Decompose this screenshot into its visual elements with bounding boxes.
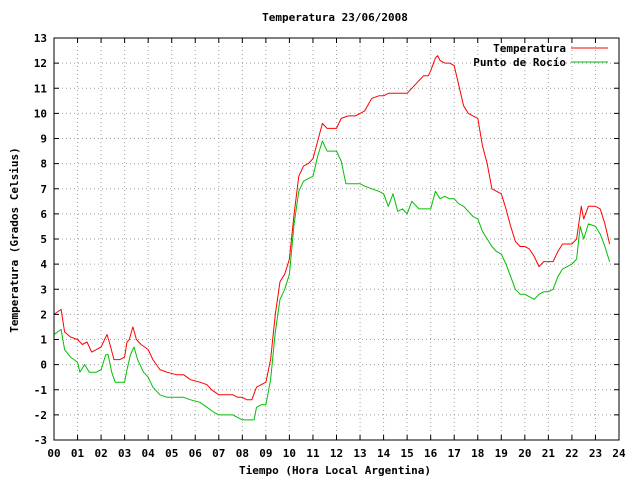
x-tick-label: 04 bbox=[142, 447, 156, 460]
series-line-temperatura bbox=[53, 55, 611, 401]
y-tick-label: 8 bbox=[40, 158, 47, 171]
x-tick-label: 12 bbox=[330, 447, 343, 460]
x-tick-label: 00 bbox=[47, 447, 60, 460]
series-lines bbox=[53, 55, 611, 421]
y-tick-label: 10 bbox=[34, 107, 47, 120]
y-tick-label: -3 bbox=[34, 434, 47, 447]
x-tick-label: 14 bbox=[377, 447, 391, 460]
chart-title: Temperatura 23/06/2008 bbox=[262, 11, 408, 24]
legend-label: Temperatura bbox=[493, 42, 566, 55]
x-tick-label: 15 bbox=[401, 447, 414, 460]
x-tick-label: 24 bbox=[612, 447, 626, 460]
x-tick-label: 08 bbox=[236, 447, 249, 460]
x-tick-label: 20 bbox=[518, 447, 531, 460]
y-tick-label: 1 bbox=[40, 334, 47, 347]
series-line-punto-de-rocio bbox=[53, 140, 611, 421]
y-tick-label: -1 bbox=[34, 384, 48, 397]
x-tick-label: 21 bbox=[542, 447, 556, 460]
x-tick-label: 07 bbox=[212, 447, 225, 460]
y-tick-label: -2 bbox=[34, 409, 47, 422]
x-tick-label: 10 bbox=[283, 447, 296, 460]
y-tick-label: 0 bbox=[40, 359, 47, 372]
x-tick-label: 18 bbox=[471, 447, 484, 460]
x-tick-label: 17 bbox=[448, 447, 461, 460]
x-tick-label: 09 bbox=[259, 447, 272, 460]
y-axis-label: Temperatura (Grados Celsius) bbox=[8, 147, 21, 332]
x-tick-label: 05 bbox=[165, 447, 178, 460]
x-tick-label: 16 bbox=[424, 447, 438, 460]
y-tick-label: 6 bbox=[40, 208, 47, 221]
y-tick-label: 11 bbox=[34, 82, 48, 95]
y-tick-label: 2 bbox=[40, 308, 47, 321]
y-tick-label: 3 bbox=[40, 283, 47, 296]
x-tick-label: 03 bbox=[118, 447, 131, 460]
x-tick-label: 13 bbox=[353, 447, 366, 460]
y-tick-label: 13 bbox=[34, 32, 47, 45]
legend-label: Punto de Rocío bbox=[473, 56, 566, 69]
x-tick-label: 01 bbox=[71, 447, 85, 460]
y-tick-label: 7 bbox=[40, 183, 47, 196]
y-tick-label: 9 bbox=[40, 133, 47, 146]
y-tick-label: 5 bbox=[40, 233, 47, 246]
x-tick-label: 23 bbox=[589, 447, 602, 460]
x-tick-label: 19 bbox=[495, 447, 508, 460]
y-tick-label: 12 bbox=[34, 57, 47, 70]
x-axis-label: Tiempo (Hora Local Argentina) bbox=[239, 464, 431, 477]
y-tick-label: 4 bbox=[40, 258, 47, 271]
x-tick-label: 22 bbox=[565, 447, 578, 460]
x-tick-label: 06 bbox=[189, 447, 203, 460]
x-tick-label: 11 bbox=[306, 447, 320, 460]
x-tick-label: 02 bbox=[94, 447, 107, 460]
grid bbox=[54, 38, 619, 440]
